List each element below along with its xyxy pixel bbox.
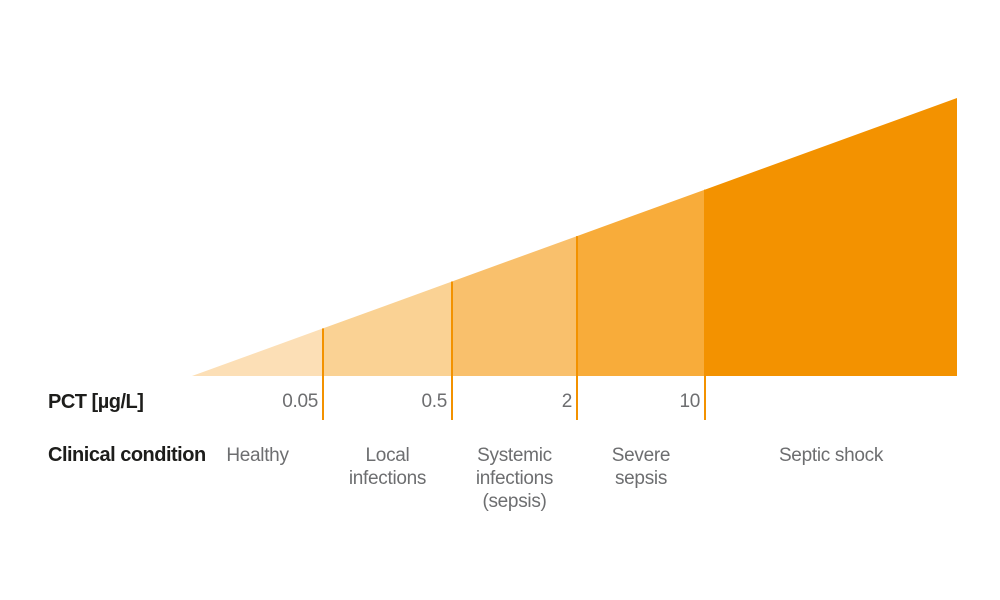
- condition-label-line: Healthy: [226, 445, 289, 466]
- condition-label-line: Systemic: [477, 445, 552, 466]
- threshold-value-0.05: 0.05: [282, 391, 318, 412]
- condition-label-severe-sepsis: Severe sepsis: [546, 444, 736, 490]
- threshold-value-0.5: 0.5: [421, 391, 447, 412]
- condition-label-healthy: Healthy: [163, 444, 353, 467]
- condition-label-line: (sepsis): [482, 491, 547, 512]
- condition-label-line: Septic shock: [778, 445, 884, 466]
- wedge-zone-healthy: [192, 328, 323, 376]
- pct-axis-label: PCT [µg/L]: [48, 391, 144, 413]
- wedge-zone-severe-sepsis: [577, 189, 705, 376]
- condition-label-systemic-infections: Systemic infections (sepsis): [420, 444, 610, 513]
- wedge-zone-septic-shock: [705, 98, 957, 376]
- condition-label-line: infections: [475, 468, 554, 489]
- condition-label-septic-shock: Septic shock: [736, 444, 926, 467]
- condition-label-line: Local: [365, 445, 410, 466]
- wedge-zone-systemic-infections: [452, 236, 577, 376]
- condition-label-local-infections: Local infections: [293, 444, 483, 490]
- condition-label-line: sepsis: [614, 468, 668, 489]
- threshold-value-10: 10: [679, 391, 700, 412]
- condition-label-line: infections: [348, 468, 427, 489]
- condition-label-line: Severe: [611, 445, 671, 466]
- threshold-value-2: 2: [561, 391, 573, 412]
- clinical-condition-axis-label: Clinical condition: [48, 444, 206, 466]
- wedge-zone-local-infections: [323, 281, 452, 376]
